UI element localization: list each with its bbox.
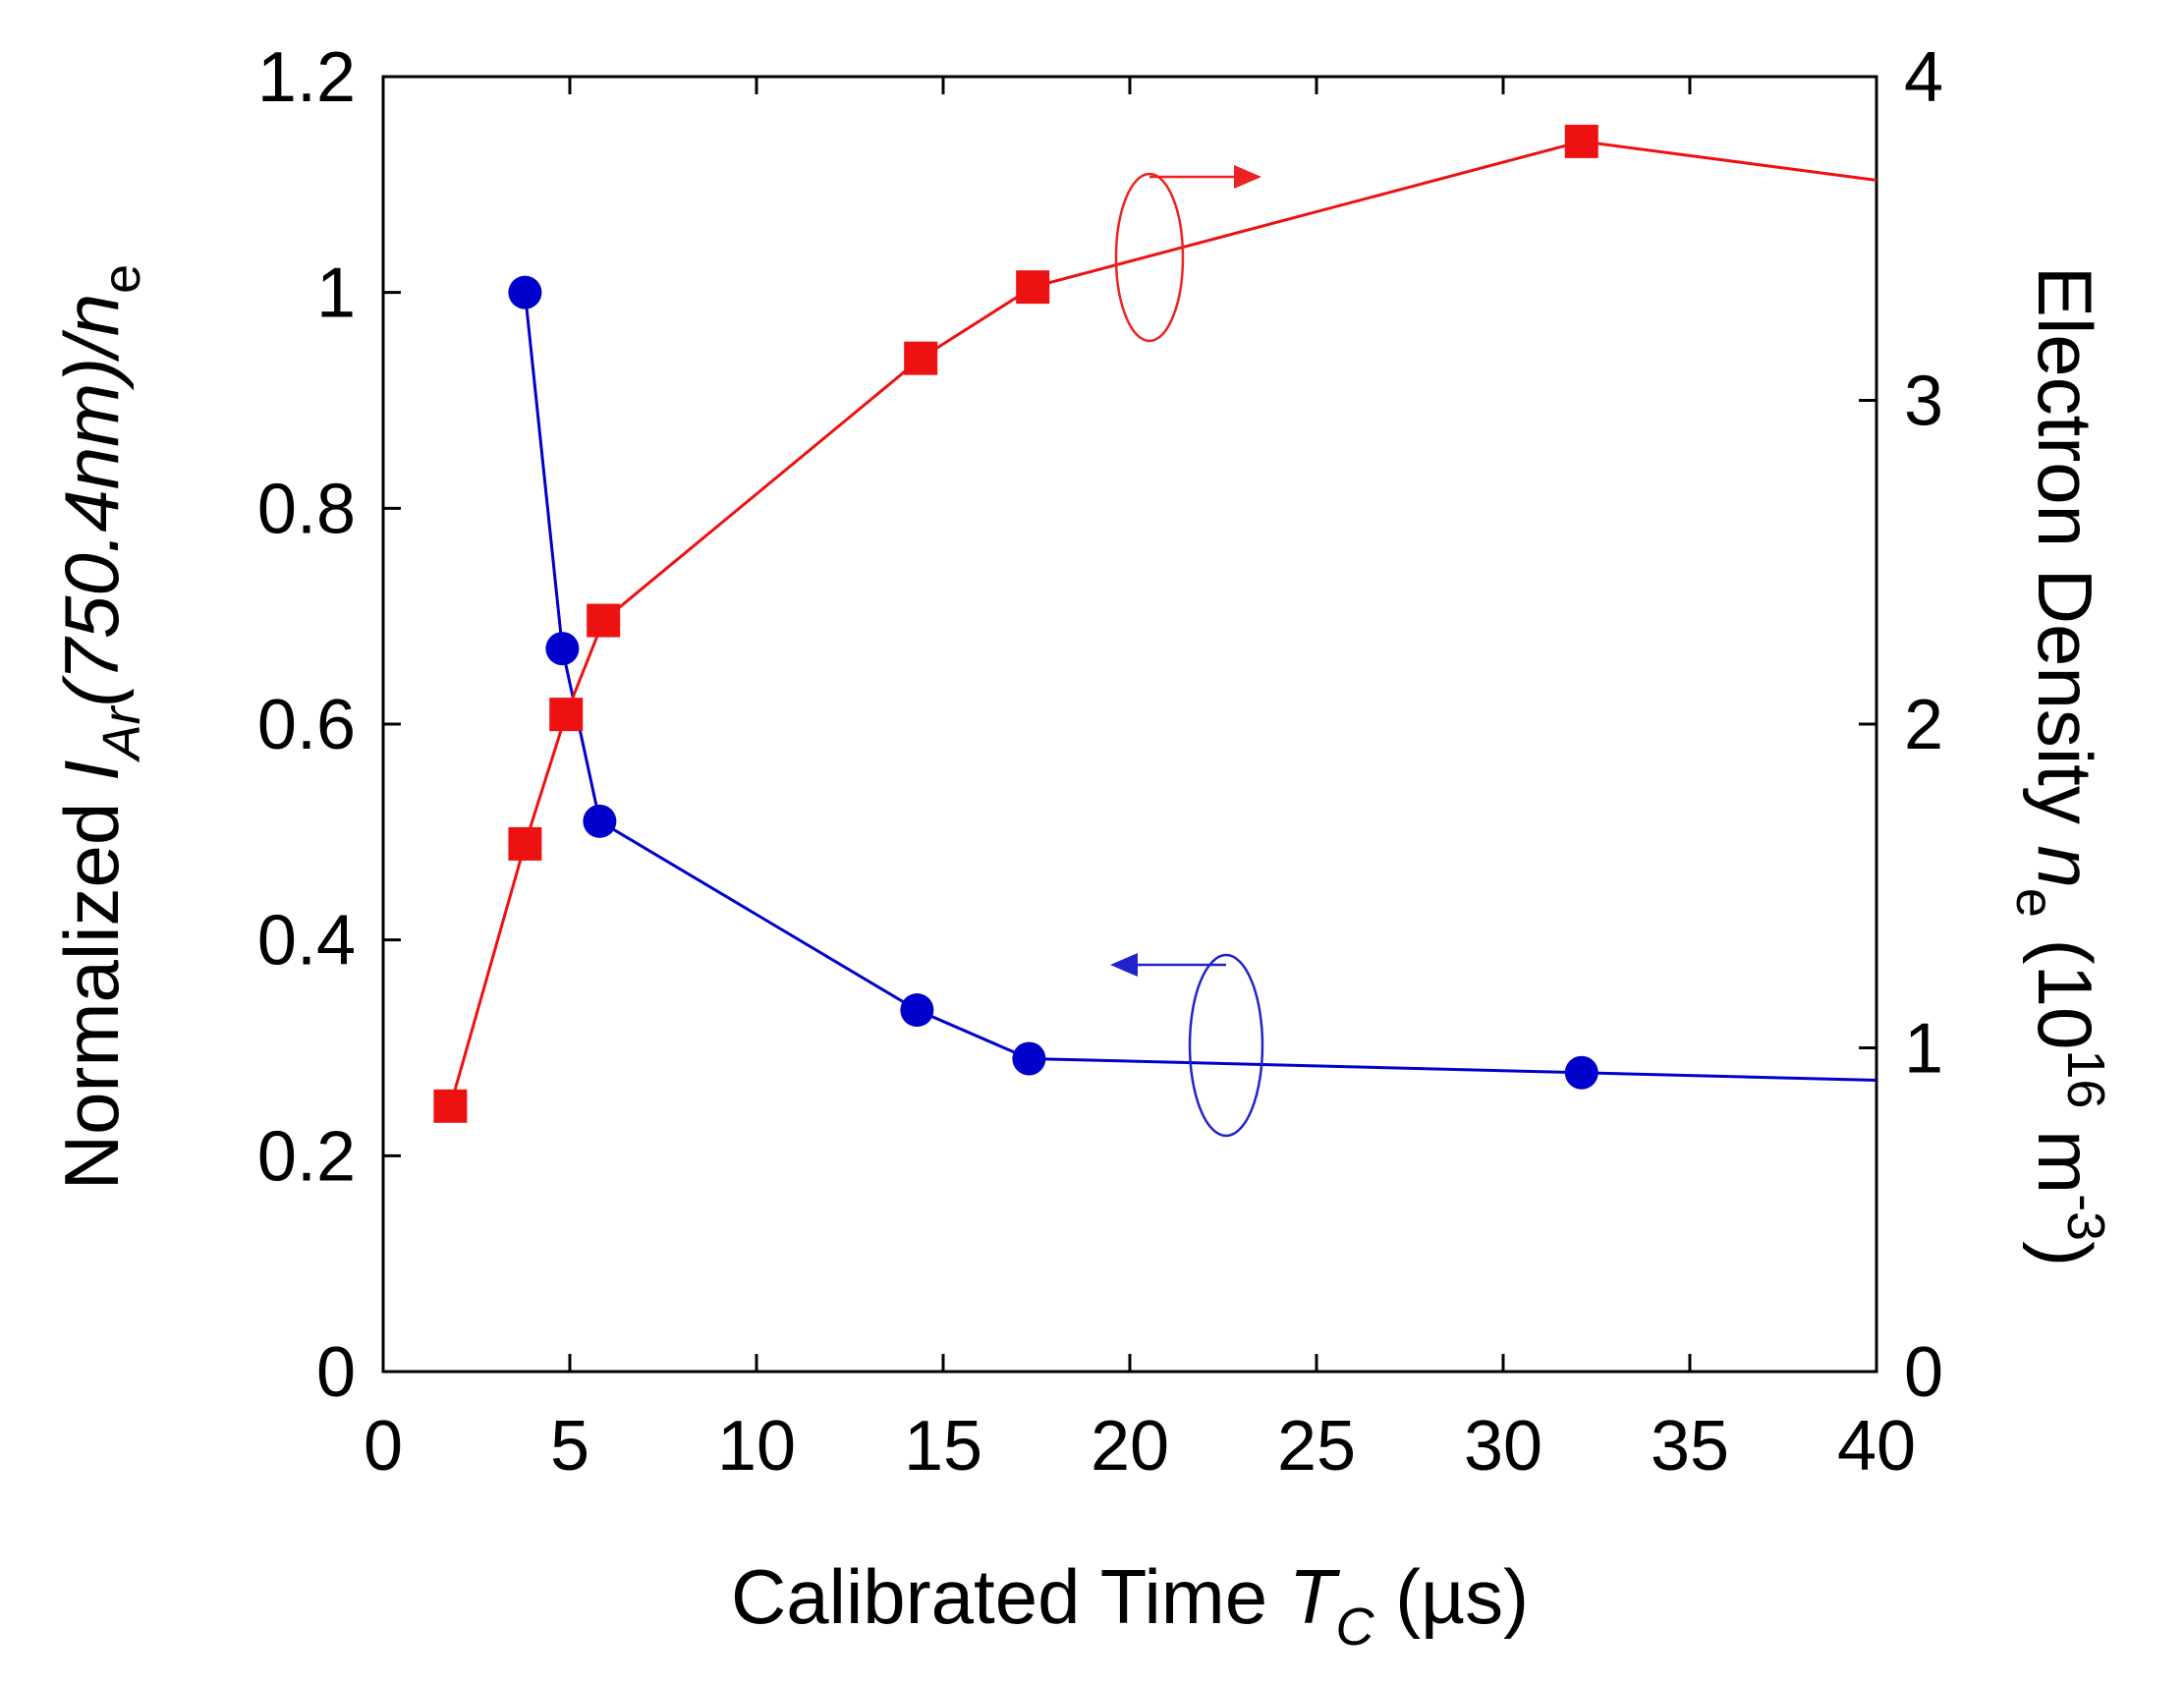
left-indicator-loop bbox=[1188, 953, 1264, 1138]
y-left-tick-label: 0.2 bbox=[257, 1117, 356, 1196]
x-tick-label: 10 bbox=[717, 1407, 796, 1486]
y-right-tick-label: 0 bbox=[1904, 1333, 1943, 1412]
x-tick-label: 20 bbox=[1091, 1407, 1169, 1486]
y-left-axis-ticks: 0 0.2 0.4 0.6 0.8 1 1.2 bbox=[257, 38, 401, 1412]
right-indicator-arrowhead bbox=[1234, 165, 1261, 189]
series-0-point bbox=[1564, 1055, 1598, 1090]
series-1-point bbox=[904, 341, 938, 375]
x-axis-ticks: 0 5 10 15 20 25 30 35 40 bbox=[364, 77, 1916, 1486]
series-1-point bbox=[549, 698, 584, 732]
y-left-tick-label: 1.2 bbox=[257, 38, 356, 117]
x-axis-title: Calibrated Time TC (µs) bbox=[731, 1553, 1529, 1657]
series-0-point bbox=[583, 804, 617, 838]
y-left-tick-label: 0 bbox=[316, 1333, 356, 1412]
x-tick-label: 0 bbox=[364, 1407, 403, 1486]
y-left-axis-title: Normalized IAr(750.4nm)/ne bbox=[48, 264, 151, 1190]
left-axis-indicator bbox=[1110, 953, 1264, 1138]
x-tick-label: 30 bbox=[1464, 1407, 1542, 1486]
y-left-tick-label: 0.8 bbox=[257, 470, 356, 548]
y-right-tick-label: 4 bbox=[1904, 38, 1943, 117]
series-0-point bbox=[900, 993, 934, 1028]
y-right-tick-label: 2 bbox=[1904, 686, 1943, 764]
series-0-point bbox=[545, 632, 580, 666]
x-tick-label: 35 bbox=[1651, 1407, 1729, 1486]
x-tick-label: 40 bbox=[1837, 1407, 1916, 1486]
series-1-point bbox=[1016, 270, 1050, 305]
y-right-tick-label: 1 bbox=[1904, 1010, 1943, 1089]
series-layer bbox=[433, 124, 1877, 1123]
right-axis-indicator bbox=[1114, 165, 1261, 343]
x-tick-label: 15 bbox=[904, 1407, 982, 1486]
y-left-tick-label: 0.4 bbox=[257, 902, 356, 981]
series-1-point bbox=[1564, 124, 1598, 158]
y-right-axis-title: Electron Density ne (1016 m-3) bbox=[2005, 266, 2115, 1266]
y-right-tick-label: 3 bbox=[1904, 363, 1943, 441]
left-indicator-arrowhead bbox=[1110, 953, 1138, 977]
series-0-point bbox=[508, 275, 542, 309]
y-left-tick-label: 0.6 bbox=[257, 686, 356, 764]
series-1-point bbox=[433, 1089, 468, 1123]
x-tick-label: 5 bbox=[550, 1407, 589, 1486]
right-indicator-loop bbox=[1114, 172, 1185, 343]
y-left-tick-label: 1 bbox=[316, 254, 356, 333]
x-tick-label: 25 bbox=[1277, 1407, 1356, 1486]
series-1-point bbox=[587, 603, 621, 638]
y-right-axis-ticks: 0 1 2 3 4 bbox=[1859, 38, 1943, 1412]
series-1-point bbox=[508, 826, 542, 861]
series-1-line bbox=[448, 140, 1877, 1107]
series-0-point bbox=[1012, 1041, 1046, 1076]
